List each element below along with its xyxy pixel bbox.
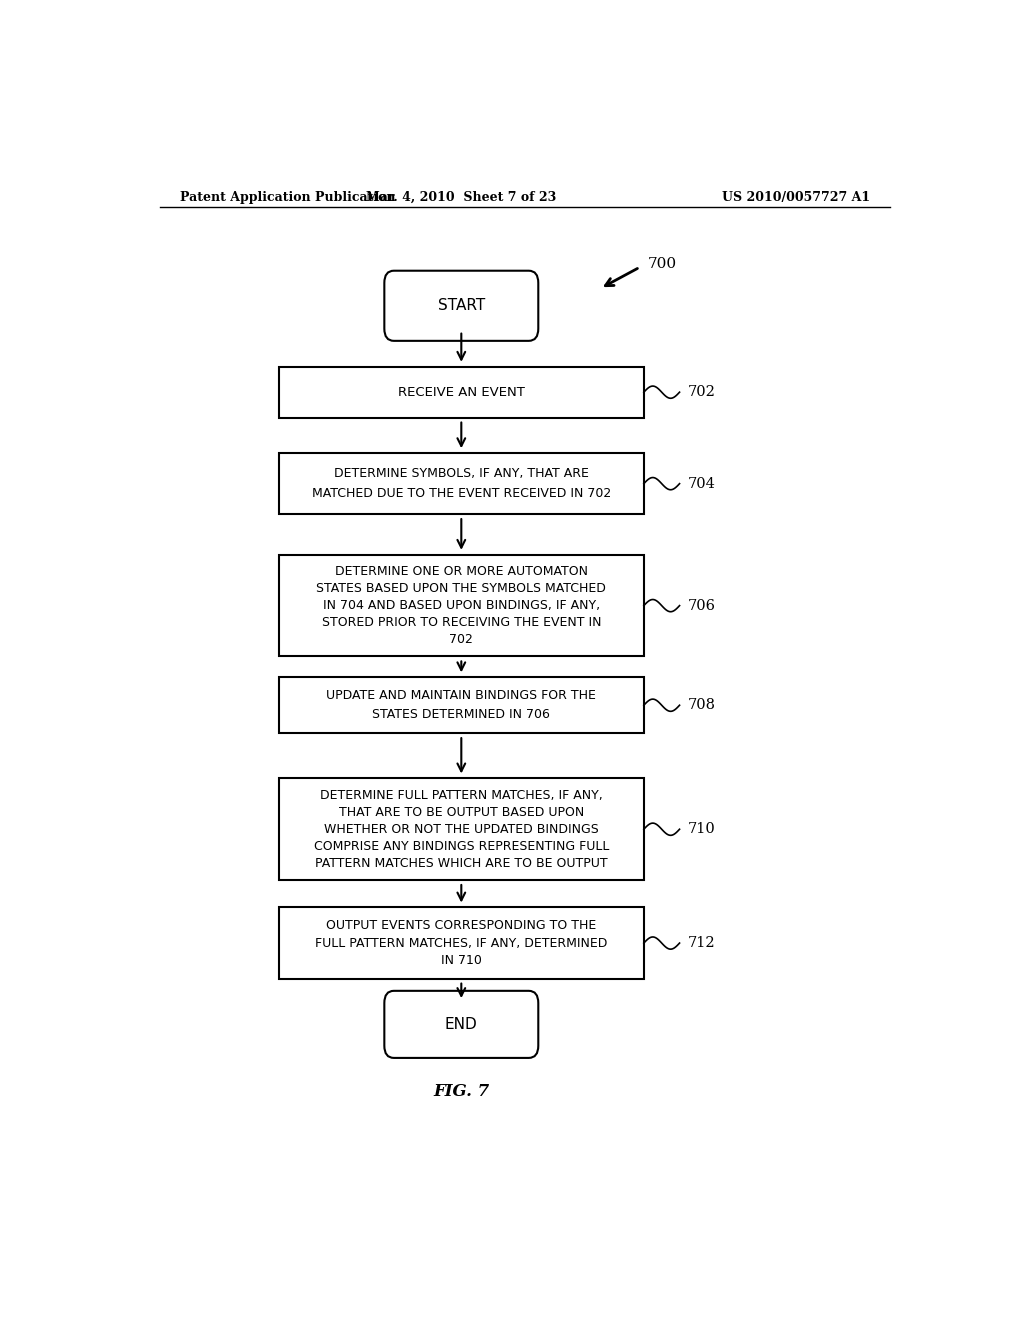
Text: 708: 708 [687, 698, 716, 713]
Text: STATES BASED UPON THE SYMBOLS MATCHED: STATES BASED UPON THE SYMBOLS MATCHED [316, 582, 606, 595]
Text: IN 710: IN 710 [441, 954, 481, 968]
Text: UPDATE AND MAINTAIN BINDINGS FOR THE: UPDATE AND MAINTAIN BINDINGS FOR THE [327, 689, 596, 702]
Text: MATCHED DUE TO THE EVENT RECEIVED IN 702: MATCHED DUE TO THE EVENT RECEIVED IN 702 [311, 487, 611, 500]
Text: 706: 706 [687, 598, 716, 612]
Text: FIG. 7: FIG. 7 [433, 1082, 489, 1100]
Text: START: START [437, 298, 485, 313]
Text: Mar. 4, 2010  Sheet 7 of 23: Mar. 4, 2010 Sheet 7 of 23 [367, 190, 556, 203]
Bar [279, 779, 644, 880]
Text: STATES DETERMINED IN 706: STATES DETERMINED IN 706 [373, 708, 550, 721]
FancyBboxPatch shape [384, 271, 539, 341]
Text: OUTPUT EVENTS CORRESPONDING TO THE: OUTPUT EVENTS CORRESPONDING TO THE [327, 919, 596, 932]
Text: END: END [445, 1016, 477, 1032]
FancyBboxPatch shape [384, 991, 539, 1057]
Text: COMPRISE ANY BINDINGS REPRESENTING FULL: COMPRISE ANY BINDINGS REPRESENTING FULL [313, 840, 609, 853]
Text: 702: 702 [687, 385, 716, 399]
Text: DETERMINE FULL PATTERN MATCHES, IF ANY,: DETERMINE FULL PATTERN MATCHES, IF ANY, [319, 789, 603, 801]
Bar [279, 554, 644, 656]
Text: IN 704 AND BASED UPON BINDINGS, IF ANY,: IN 704 AND BASED UPON BINDINGS, IF ANY, [323, 599, 600, 612]
Bar [279, 907, 644, 978]
Text: STORED PRIOR TO RECEIVING THE EVENT IN: STORED PRIOR TO RECEIVING THE EVENT IN [322, 616, 601, 630]
Text: WHETHER OR NOT THE UPDATED BINDINGS: WHETHER OR NOT THE UPDATED BINDINGS [324, 822, 599, 836]
Text: 700: 700 [648, 257, 677, 271]
Text: PATTERN MATCHES WHICH ARE TO BE OUTPUT: PATTERN MATCHES WHICH ARE TO BE OUTPUT [315, 857, 607, 870]
Text: 702: 702 [450, 634, 473, 645]
Text: DETERMINE ONE OR MORE AUTOMATON: DETERMINE ONE OR MORE AUTOMATON [335, 565, 588, 578]
Text: 710: 710 [687, 822, 715, 837]
Text: Patent Application Publication: Patent Application Publication [179, 190, 395, 203]
Bar [279, 367, 644, 417]
Text: 712: 712 [687, 936, 715, 950]
Bar [279, 677, 644, 733]
Bar [279, 453, 644, 515]
Text: RECEIVE AN EVENT: RECEIVE AN EVENT [398, 385, 524, 399]
Text: 704: 704 [687, 477, 716, 491]
Text: FULL PATTERN MATCHES, IF ANY, DETERMINED: FULL PATTERN MATCHES, IF ANY, DETERMINED [315, 937, 607, 949]
Text: US 2010/0057727 A1: US 2010/0057727 A1 [722, 190, 870, 203]
Text: THAT ARE TO BE OUTPUT BASED UPON: THAT ARE TO BE OUTPUT BASED UPON [339, 805, 584, 818]
Text: DETERMINE SYMBOLS, IF ANY, THAT ARE: DETERMINE SYMBOLS, IF ANY, THAT ARE [334, 467, 589, 480]
